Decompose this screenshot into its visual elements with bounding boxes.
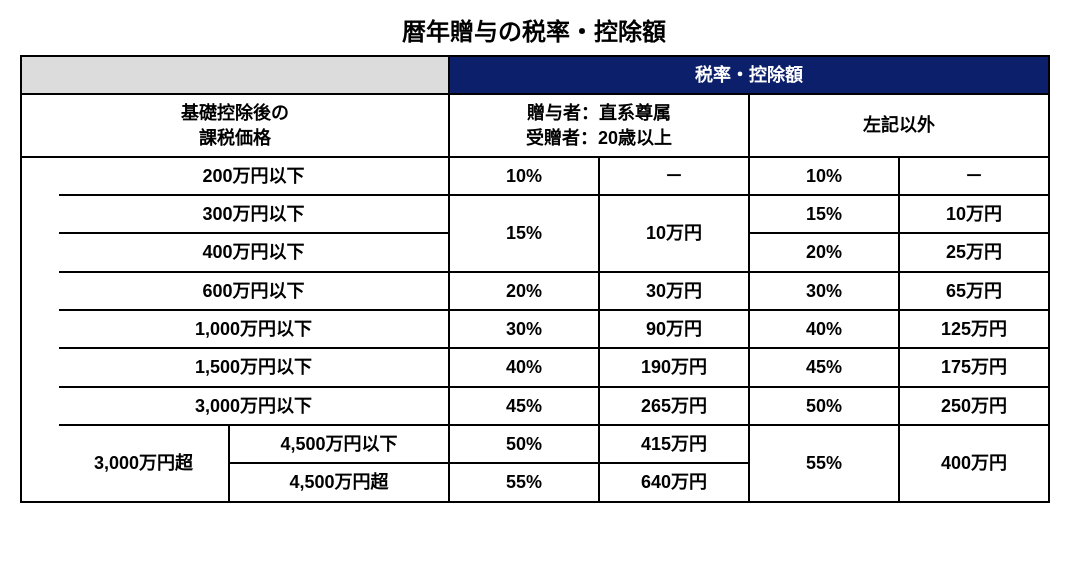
val-over4500-a-rate: 55% bbox=[449, 463, 599, 501]
header-rate-deduction: 税率・控除額 bbox=[449, 56, 1049, 94]
val-1000-a-ded: 90万円 bbox=[599, 310, 749, 348]
header-group-b: 左記以外 bbox=[749, 94, 1049, 157]
val-200-a-ded: － bbox=[599, 157, 749, 195]
bracket-indent bbox=[21, 157, 59, 502]
row-3000: 3,000万円以下 45% 265万円 50% 250万円 bbox=[21, 387, 1049, 425]
row-1000: 1,000万円以下 30% 90万円 40% 125万円 bbox=[21, 310, 1049, 348]
val-600-b-rate: 30% bbox=[749, 272, 899, 310]
row-300: 300万円以下 15% 10万円 15% 10万円 bbox=[21, 195, 1049, 233]
val-over3000-b-rate: 55% bbox=[749, 425, 899, 502]
bracket-400: 400万円以下 bbox=[59, 233, 449, 271]
bracket-over4500: 4,500万円超 bbox=[229, 463, 449, 501]
val-1500-b-rate: 45% bbox=[749, 348, 899, 386]
val-1500-a-ded: 190万円 bbox=[599, 348, 749, 386]
bracket-600: 600万円以下 bbox=[59, 272, 449, 310]
val-3000-a-ded: 265万円 bbox=[599, 387, 749, 425]
bracket-1000: 1,000万円以下 bbox=[59, 310, 449, 348]
val-3000-a-rate: 45% bbox=[449, 387, 599, 425]
val-1000-b-rate: 40% bbox=[749, 310, 899, 348]
val-1000-b-ded: 125万円 bbox=[899, 310, 1049, 348]
header-blank bbox=[21, 56, 449, 94]
val-600-a-rate: 20% bbox=[449, 272, 599, 310]
row-600: 600万円以下 20% 30万円 30% 65万円 bbox=[21, 272, 1049, 310]
bracket-over3000: 3,000万円超 bbox=[59, 425, 229, 502]
bracket-1500: 1,500万円以下 bbox=[59, 348, 449, 386]
bracket-300: 300万円以下 bbox=[59, 195, 449, 233]
val-200-b-rate: 10% bbox=[749, 157, 899, 195]
row-1500: 1,500万円以下 40% 190万円 45% 175万円 bbox=[21, 348, 1049, 386]
val-over3000-b-ded: 400万円 bbox=[899, 425, 1049, 502]
val-300-b-rate: 15% bbox=[749, 195, 899, 233]
header-left-label-line1: 基礎控除後の bbox=[181, 103, 289, 123]
val-1500-b-ded: 175万円 bbox=[899, 348, 1049, 386]
bracket-3000: 3,000万円以下 bbox=[59, 387, 449, 425]
header-row-1: 税率・控除額 bbox=[21, 56, 1049, 94]
header-left-label: 基礎控除後の 課税価格 bbox=[21, 94, 449, 157]
tax-rate-table: 税率・控除額 基礎控除後の 課税価格 贈与者：直系尊属 受贈者：20歳以上 左記… bbox=[20, 55, 1050, 503]
page-title: 暦年贈与の税率・控除額 bbox=[20, 12, 1048, 47]
val-200-b-ded: － bbox=[899, 157, 1049, 195]
header-group-a-line1: 贈与者：直系尊属 bbox=[527, 103, 671, 123]
val-400-b-ded: 25万円 bbox=[899, 233, 1049, 271]
header-group-a: 贈与者：直系尊属 受贈者：20歳以上 bbox=[449, 94, 749, 157]
val-3000-b-rate: 50% bbox=[749, 387, 899, 425]
bracket-200: 200万円以下 bbox=[59, 157, 449, 195]
row-4500: 3,000万円超 4,500万円以下 50% 415万円 55% 400万円 bbox=[21, 425, 1049, 463]
val-4500-a-rate: 50% bbox=[449, 425, 599, 463]
row-200: 200万円以下 10% － 10% － bbox=[21, 157, 1049, 195]
header-group-a-line2: 受贈者：20歳以上 bbox=[526, 128, 672, 148]
val-over4500-a-ded: 640万円 bbox=[599, 463, 749, 501]
val-1500-a-rate: 40% bbox=[449, 348, 599, 386]
header-row-2: 基礎控除後の 課税価格 贈与者：直系尊属 受贈者：20歳以上 左記以外 bbox=[21, 94, 1049, 157]
val-600-b-ded: 65万円 bbox=[899, 272, 1049, 310]
val-600-a-ded: 30万円 bbox=[599, 272, 749, 310]
val-1000-a-rate: 30% bbox=[449, 310, 599, 348]
header-left-label-line2: 課税価格 bbox=[199, 128, 271, 148]
val-4500-a-ded: 415万円 bbox=[599, 425, 749, 463]
val-300-400-a-rate: 15% bbox=[449, 195, 599, 272]
val-300-400-a-ded: 10万円 bbox=[599, 195, 749, 272]
val-200-a-rate: 10% bbox=[449, 157, 599, 195]
val-3000-b-ded: 250万円 bbox=[899, 387, 1049, 425]
val-300-b-ded: 10万円 bbox=[899, 195, 1049, 233]
val-400-b-rate: 20% bbox=[749, 233, 899, 271]
bracket-4500: 4,500万円以下 bbox=[229, 425, 449, 463]
